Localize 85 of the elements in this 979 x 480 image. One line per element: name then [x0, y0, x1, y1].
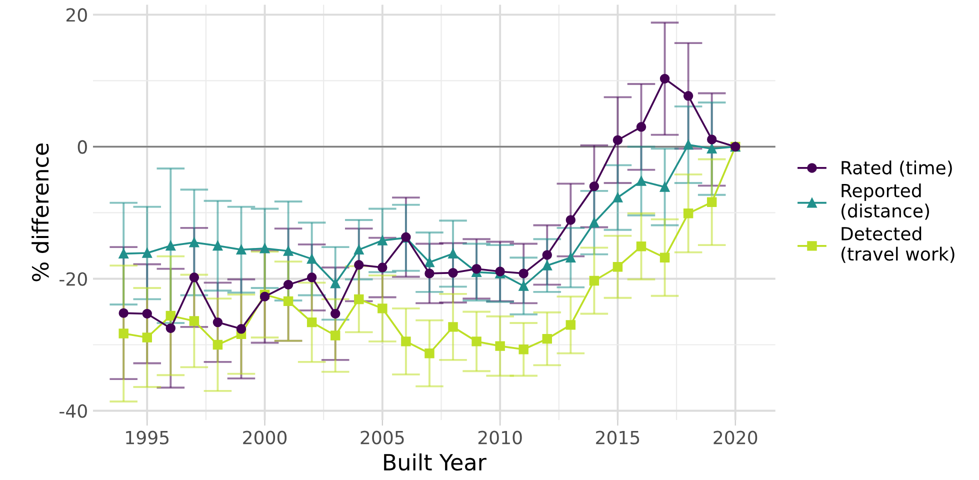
point [236, 244, 246, 255]
point [660, 74, 670, 84]
point [495, 341, 505, 351]
x-tick-label: 2005 [360, 430, 404, 444]
point [636, 242, 646, 252]
point [142, 332, 152, 342]
point [142, 248, 152, 258]
point [330, 330, 340, 340]
point [472, 264, 482, 274]
point [118, 248, 128, 259]
point [589, 276, 600, 286]
point [283, 296, 294, 306]
point [448, 268, 458, 278]
point [660, 252, 670, 262]
point [306, 272, 317, 282]
point [212, 340, 223, 350]
point [683, 91, 694, 101]
point [283, 246, 294, 256]
point [236, 324, 246, 334]
y-tick-label: 0 [78, 140, 87, 154]
point [518, 268, 528, 278]
point [542, 260, 552, 270]
point [378, 304, 388, 314]
point [612, 135, 623, 145]
point [566, 252, 576, 262]
legend-label: Reported (distance) [842, 183, 930, 220]
point [330, 308, 340, 319]
point [378, 236, 388, 246]
y-tick-label: -40 [60, 404, 87, 418]
y-tick-label: 20 [66, 8, 87, 22]
point [118, 328, 128, 338]
point [189, 238, 200, 248]
point [706, 134, 717, 144]
x-tick-label: 2010 [478, 430, 522, 444]
point [378, 262, 388, 272]
point [706, 197, 717, 208]
legend-label: Detected (travel work) [842, 226, 954, 263]
x-tick-label: 2015 [596, 430, 640, 444]
point [283, 280, 294, 290]
point [448, 248, 458, 259]
x-tick-label: 2000 [243, 430, 287, 444]
point [424, 257, 434, 268]
point [189, 272, 200, 282]
point [166, 310, 176, 321]
point [354, 244, 364, 255]
point [589, 181, 600, 192]
point [636, 176, 646, 186]
point [166, 323, 176, 334]
point [166, 240, 176, 251]
point [566, 320, 576, 330]
point [566, 215, 576, 225]
point [683, 140, 694, 150]
point [518, 344, 528, 354]
point [260, 244, 270, 254]
point [212, 240, 223, 251]
x-tick-label: 1995 [126, 430, 169, 444]
y-axis-title: % difference [32, 144, 49, 282]
point [636, 122, 646, 132]
point [706, 144, 717, 154]
x-axis-title: Built Year [384, 453, 486, 471]
point [142, 308, 152, 319]
point [518, 281, 528, 291]
point [612, 262, 623, 272]
point [354, 260, 364, 270]
point [306, 254, 317, 264]
point [401, 336, 411, 346]
point [472, 336, 482, 346]
point [330, 278, 340, 288]
point [589, 218, 600, 228]
point [660, 182, 670, 192]
point [212, 317, 223, 328]
x-tick-label: 2020 [714, 430, 758, 444]
point [118, 308, 128, 318]
point [424, 348, 434, 358]
point [189, 316, 200, 326]
point [542, 250, 552, 260]
point [612, 192, 623, 202]
y-tick-label: -20 [60, 272, 87, 286]
point [306, 317, 317, 328]
point [448, 322, 458, 332]
point [542, 334, 552, 344]
legend-label: Rated (time) [842, 160, 952, 177]
point [424, 268, 434, 278]
point [683, 208, 694, 218]
point [354, 294, 364, 304]
